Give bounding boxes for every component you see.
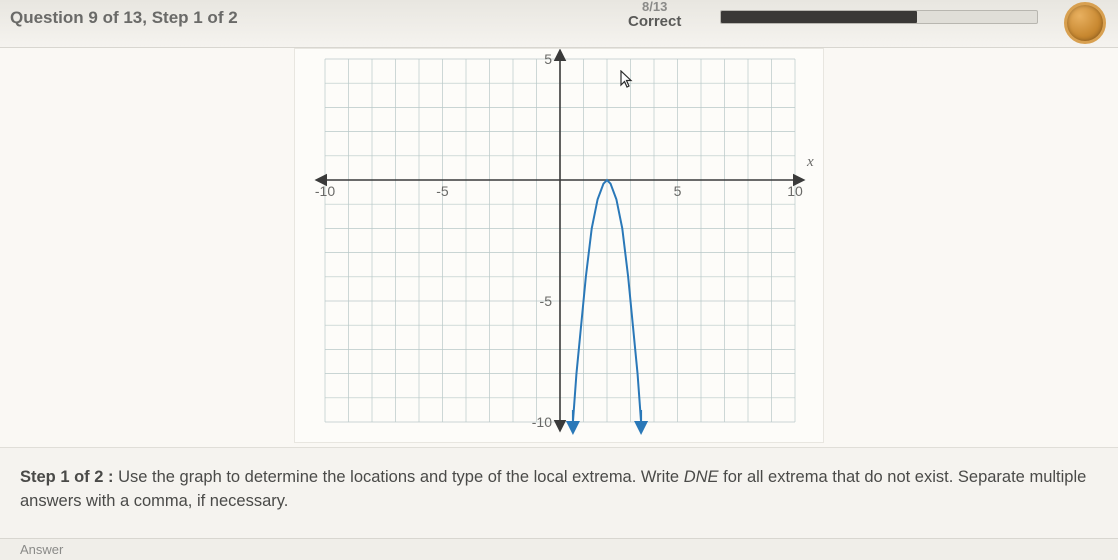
progress-bar <box>720 10 1038 24</box>
question-title: Question 9 of 13, Step 1 of 2 <box>10 4 238 28</box>
answer-section-header: Answer <box>0 538 1118 560</box>
svg-text:10: 10 <box>787 183 803 199</box>
instruction-text: Step 1 of 2 : Use the graph to determine… <box>0 448 1118 524</box>
svg-text:-5: -5 <box>540 293 553 309</box>
svg-text:5: 5 <box>674 183 682 199</box>
progress-fill <box>721 11 917 23</box>
graph-panel: -10 -5 5 10 5 -5 -10 x <box>294 48 824 443</box>
score-label: Correct <box>628 14 681 31</box>
coordinate-graph: -10 -5 5 10 5 -5 -10 x <box>295 49 825 444</box>
svg-text:-10: -10 <box>315 183 335 199</box>
question-header: Question 9 of 13, Step 1 of 2 8/13 Corre… <box>0 0 1118 48</box>
svg-text:-5: -5 <box>436 183 449 199</box>
medal-icon[interactable] <box>1064 2 1106 44</box>
svg-text:-10: -10 <box>532 414 552 430</box>
svg-text:x: x <box>806 154 814 170</box>
svg-text:5: 5 <box>544 51 552 67</box>
instr-part1: Use the graph to determine the locations… <box>114 468 684 486</box>
score-fraction: 8/13 <box>628 0 681 14</box>
answer-label: Answer <box>20 542 63 557</box>
chart-zone: -10 -5 5 10 5 -5 -10 x <box>0 48 1118 448</box>
instr-italic: DNE <box>684 468 719 486</box>
step-label: Step 1 of 2 : <box>20 468 114 486</box>
score-block: 8/13 Correct <box>628 0 681 31</box>
